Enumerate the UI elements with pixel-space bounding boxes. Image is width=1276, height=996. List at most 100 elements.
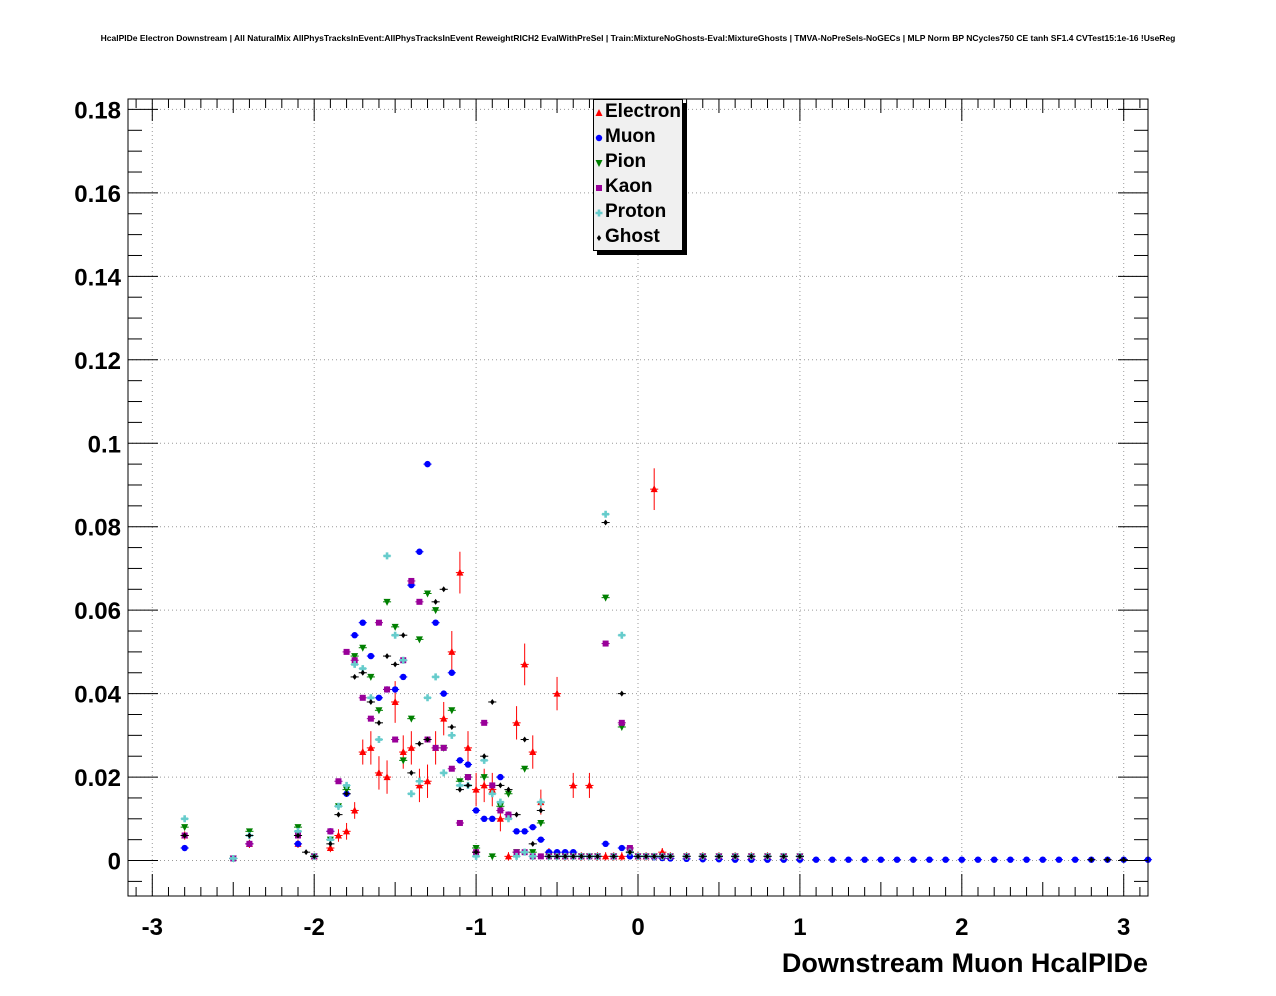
muon-point [812, 856, 820, 863]
electron-point [472, 785, 480, 793]
legend-item-muon: Muon [594, 125, 682, 150]
y-tick-label: 0.14 [74, 264, 121, 291]
ghost-point [603, 519, 608, 526]
kaon-point [343, 648, 350, 655]
y-tick-label: 0.12 [74, 348, 121, 375]
muon-point [926, 856, 933, 863]
x-tick-label: 2 [955, 914, 968, 941]
muon-point [845, 856, 852, 863]
pion-point [432, 607, 440, 615]
series-proton [180, 510, 804, 862]
ghost-point [336, 811, 341, 818]
pion-point [407, 715, 415, 723]
electron-point [448, 647, 456, 655]
ghost-point [595, 853, 600, 860]
pion-point [537, 819, 545, 827]
kaon-point [448, 765, 455, 772]
electron-point [440, 714, 448, 722]
pion-point [343, 786, 351, 794]
proton-point [391, 631, 399, 639]
muon-point [1071, 856, 1079, 863]
ghost-point [781, 853, 786, 860]
ghost-point [579, 853, 584, 860]
kaon-point [416, 598, 423, 605]
proton-point [513, 852, 521, 860]
ghost-point [587, 853, 592, 860]
muon-point [529, 823, 536, 831]
ghost-point [651, 853, 657, 860]
proton-point [181, 815, 189, 823]
legend-item-proton: Proton [594, 200, 682, 225]
ghost-point [627, 849, 633, 856]
kaon-point [351, 657, 358, 664]
proton-point [334, 802, 342, 810]
ghost-point [514, 811, 519, 818]
pion-point [521, 765, 529, 773]
electron-point [464, 743, 472, 751]
muon-point [497, 773, 504, 781]
muon-point [942, 856, 949, 863]
y-tick-label: 0.1 [88, 431, 121, 458]
legend-marker-shape [595, 160, 603, 167]
muon-point [456, 757, 464, 764]
muon-point [181, 844, 188, 852]
y-tick-label: 0.06 [74, 598, 121, 625]
kaon-point [456, 819, 463, 826]
muon-point [829, 856, 836, 863]
muon-point [351, 632, 358, 639]
pion-point [456, 778, 464, 786]
muon-point [537, 836, 545, 843]
legend-label: Ghost [605, 226, 660, 247]
data-points [180, 138, 1153, 863]
muon-point [990, 856, 998, 863]
ghost-point [465, 782, 471, 789]
legend: Electron Muon Pion Kaon Proton Ghost [593, 99, 683, 251]
muon-point [1007, 856, 1014, 863]
ghost-point [797, 853, 803, 860]
pion-point [181, 824, 189, 832]
proton-point [504, 815, 512, 823]
ghost-point [481, 753, 487, 760]
axes: -3 -2 -1 0 1 2 3 0 0.02 0.04 0.06 0.08 0.1 0.12 0.14 0.… [74, 97, 1148, 941]
electron-point [529, 748, 537, 756]
electron-point [569, 781, 577, 789]
ghost-point [409, 769, 414, 776]
ghost-point [417, 740, 422, 747]
muon-point [448, 669, 456, 676]
kaon-point [367, 715, 374, 722]
muon-point [489, 815, 496, 823]
kaon-point [465, 774, 471, 781]
electron-point [424, 777, 432, 785]
ghost-point [765, 853, 770, 860]
muon-point [910, 856, 917, 863]
x-tick-label: -1 [465, 914, 486, 941]
muon-point [513, 828, 520, 835]
kaon-point [246, 840, 253, 847]
kaon-point [432, 744, 439, 751]
legend-marker-kaon [596, 185, 602, 191]
kaon-point [505, 811, 512, 818]
muon-point [1039, 856, 1046, 863]
y-tick-label: 0.18 [74, 97, 121, 124]
proton-point [343, 781, 351, 789]
legend-label: Electron [605, 101, 682, 122]
electron-point [383, 773, 391, 781]
pion-point [529, 849, 537, 857]
legend-marker-shape [595, 209, 603, 217]
ghost-point [376, 719, 382, 726]
muon-point [958, 856, 966, 863]
ghost-point [498, 782, 503, 789]
muon-point [1055, 856, 1063, 863]
ghost-point [530, 840, 535, 847]
kaon-point [626, 845, 633, 852]
electron-point [456, 568, 464, 576]
pion-point [351, 653, 359, 661]
muon-point [294, 840, 302, 848]
muon-point [472, 807, 480, 814]
ghost-point [1121, 856, 1126, 863]
legend-marker-muon [595, 134, 603, 142]
ghost-point [303, 849, 309, 856]
pion-point [359, 644, 367, 652]
proton-point [488, 790, 496, 798]
